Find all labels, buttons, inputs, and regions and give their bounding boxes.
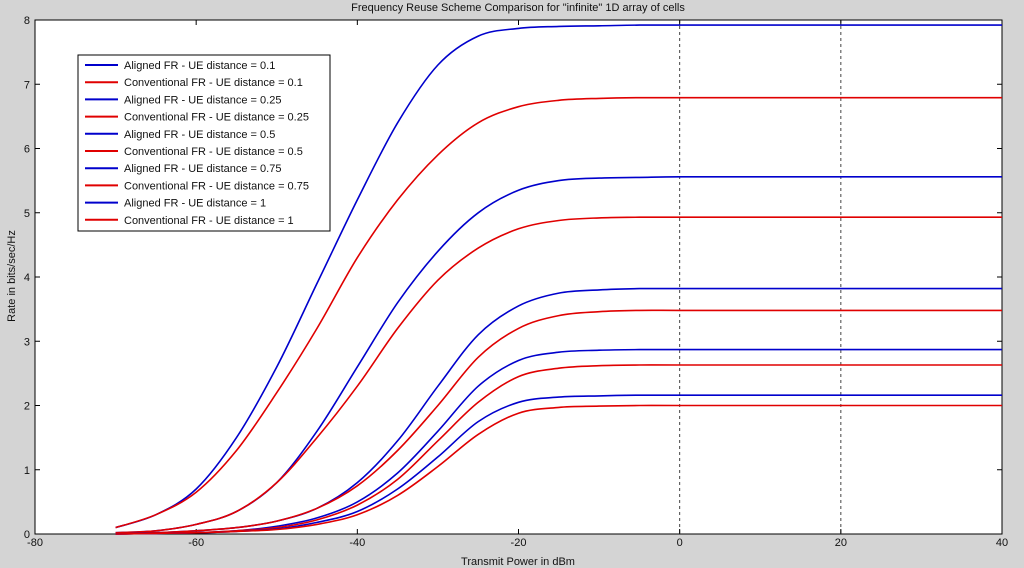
y-tick-label: 3: [24, 336, 30, 348]
legend-entry: Aligned FR - UE distance = 0.75: [124, 163, 281, 175]
series-line-9: [115, 404, 1002, 535]
legend-box: [77, 54, 331, 232]
legend-entry: Conventional FR - UE distance = 0.75: [124, 180, 309, 192]
series-line-5: [115, 309, 1002, 535]
y-tick-label: 4: [24, 272, 30, 284]
y-tick-label: 8: [24, 15, 30, 27]
y-tick-label: 2: [24, 401, 30, 413]
y-axis-label: Rate in bits/sec/Hz: [6, 230, 18, 322]
y-tick-label: 5: [24, 208, 30, 220]
x-tick-label: -40: [349, 537, 365, 549]
x-tick-label: -60: [188, 537, 204, 549]
legend: Aligned FR - UE distance = 0.1 Convention…: [77, 54, 331, 232]
y-tick-label: 6: [24, 144, 30, 156]
x-axis-label: Transmit Power in dBm: [461, 556, 575, 568]
legend-entry: Conventional FR - UE distance = 0.1: [124, 77, 303, 89]
x-tick-label: -80: [27, 537, 43, 549]
vertical-dashed-lines: [679, 20, 842, 534]
legend-entry: Aligned FR - UE distance = 0.1: [124, 60, 275, 72]
series-lines: [115, 24, 1002, 535]
legend-entry: Aligned FR - UE distance = 1: [124, 198, 266, 210]
y-tick-label: 1: [24, 465, 30, 477]
x-tick-label: 0: [677, 537, 683, 549]
x-tick-label: 40: [996, 537, 1008, 549]
legend-entry: Aligned FR - UE distance = 0.5: [124, 129, 275, 141]
series-line-1: [115, 96, 1002, 529]
legend-entry: Conventional FR - UE distance = 1: [124, 215, 294, 227]
x-tick-label: -20: [511, 537, 527, 549]
legend-entry: Conventional FR - UE distance = 0.25: [124, 112, 309, 124]
legend-entry: Aligned FR - UE distance = 0.25: [124, 94, 281, 106]
x-tick-label: 20: [835, 537, 847, 549]
legend-entry: Conventional FR - UE distance = 0.5: [124, 146, 303, 158]
series-line-3: [115, 216, 1002, 534]
y-tick-label: 0: [24, 529, 30, 541]
series-line-0: [115, 24, 1002, 529]
y-tick-label: 7: [24, 79, 30, 91]
chart-title: Frequency Reuse Scheme Comparison for "i…: [351, 2, 685, 14]
